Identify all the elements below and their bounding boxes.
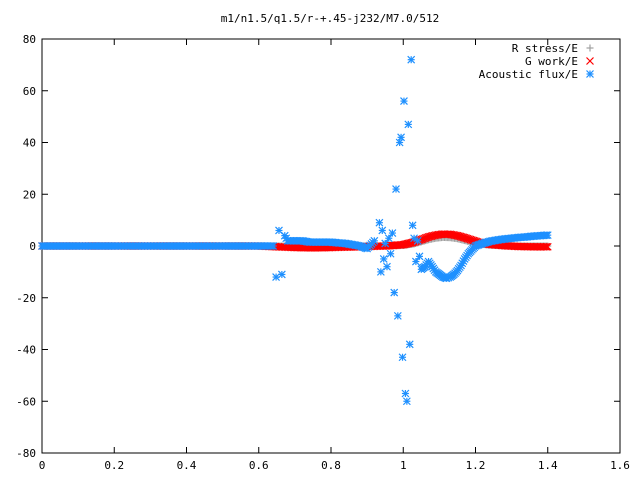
point (386, 249, 395, 258)
x-tick-label: 1.4 (538, 459, 558, 472)
x-tick-label: 1.2 (466, 459, 486, 472)
point (415, 252, 424, 261)
point (395, 138, 404, 147)
point (376, 267, 385, 276)
series-layer (38, 55, 552, 406)
point (423, 233, 432, 242)
point (388, 229, 397, 237)
point (277, 270, 286, 279)
y-tick-label: 40 (23, 137, 36, 150)
x-tick-labels: 0 0.2 0.4 0.6 0.8 1 1.2 1.4 1.6 (39, 459, 630, 472)
point (454, 232, 463, 240)
y-tick-label: -80 (16, 447, 36, 460)
x-tick-label: 1.6 (610, 459, 630, 472)
point (392, 185, 400, 193)
point (397, 133, 406, 142)
point (456, 232, 465, 241)
x-tick-label: 0.8 (321, 459, 341, 472)
point (413, 236, 422, 245)
point (401, 389, 410, 398)
y-tick-label: -40 (16, 344, 36, 357)
point (411, 257, 420, 266)
point (542, 242, 551, 251)
y-tick-label: 60 (23, 85, 36, 98)
legend-marker (586, 70, 594, 78)
x-tick-label: 0.6 (249, 459, 269, 472)
point (269, 242, 278, 250)
point (543, 242, 552, 251)
point (459, 233, 468, 242)
y-tick-labels: 80 60 40 20 0 -20 -40 -60 -80 (16, 33, 36, 460)
x-tick-label: 1 (400, 459, 407, 472)
point (384, 234, 393, 243)
point (404, 120, 413, 129)
point (407, 55, 416, 64)
point (370, 236, 379, 245)
point (457, 232, 466, 241)
legend-marker (586, 44, 594, 52)
point (543, 231, 552, 240)
point (398, 353, 407, 362)
point (405, 340, 414, 349)
y-tick-label: 0 (29, 240, 36, 253)
point (400, 97, 408, 106)
legend-label: G work/E (525, 55, 578, 68)
series-2 (38, 55, 552, 406)
point (390, 288, 399, 297)
legend-label: R stress/E (512, 42, 578, 55)
y-tick-label: -20 (16, 292, 36, 305)
point (378, 226, 387, 235)
legend-label: Acoustic flux/E (479, 68, 578, 81)
ticks-layer (41, 38, 621, 454)
y-tick-label: -60 (16, 395, 36, 408)
chart-title: m1/n1.5/q1.5/r-+.45-j232/M7.0/512 (221, 12, 440, 25)
point (453, 231, 462, 240)
point (383, 262, 391, 271)
point (408, 221, 417, 230)
point (540, 242, 549, 251)
y-tick-label: 20 (23, 188, 36, 201)
point (375, 218, 384, 227)
point (393, 311, 402, 320)
x-tick-label: 0.2 (104, 459, 124, 472)
y-tick-label: 80 (23, 33, 36, 46)
x-tick-label: 0.4 (177, 459, 197, 472)
point (402, 397, 411, 406)
x-tick-label: 0 (39, 459, 46, 472)
point (408, 238, 417, 247)
legend-marker (586, 57, 594, 65)
point (381, 239, 390, 248)
point (379, 255, 388, 263)
